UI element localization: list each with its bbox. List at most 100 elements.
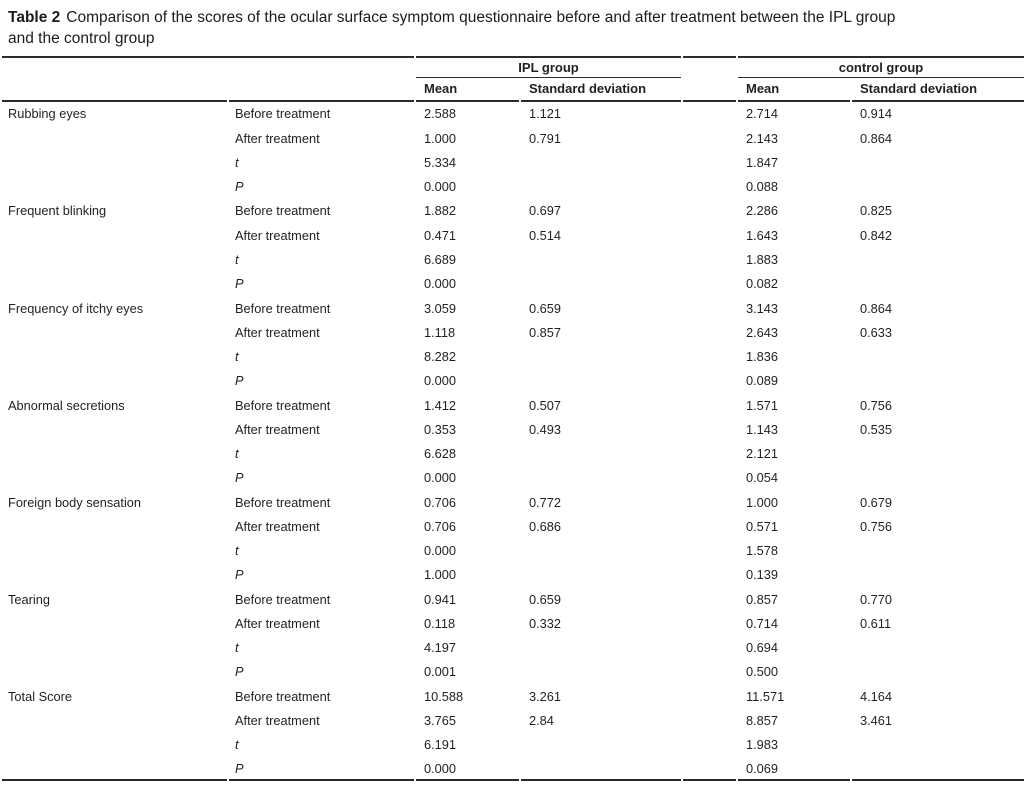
table-row: Total Score Before treatment 10.588 3.261 11… (2, 684, 1024, 708)
ctrl-mean-cell: 0.089 (746, 373, 779, 389)
measure-cell: P (235, 373, 244, 389)
table-caption-text-line1: Comparison of the scores of the ocular s… (66, 9, 896, 26)
measure-cell: Before treatment (235, 106, 331, 122)
ctrl-sd-cell: 0.756 (860, 397, 893, 413)
symptom-name-cell (2, 344, 227, 368)
spacer-cell (683, 199, 736, 223)
ctrl-mean-cell: 3.143 (746, 300, 779, 316)
ipl-mean-cell: 6.628 (424, 446, 457, 462)
spacer-cell (683, 441, 736, 465)
measure-cell: t (235, 446, 239, 462)
ctrl-sd-cell: 0.864 (860, 130, 893, 146)
ipl-sd-cell: 2.84 (529, 713, 554, 729)
ipl-sd-cell (521, 175, 681, 199)
measure-cell: t (235, 349, 239, 365)
symptom-name-cell (2, 636, 227, 660)
spacer-cell (683, 417, 736, 441)
table-row: P 1.000 0.139 (2, 563, 1024, 587)
ipl-sd-cell: 0.857 (529, 324, 562, 340)
ctrl-mean-cell: 1.847 (746, 154, 779, 170)
spacer-cell (683, 563, 736, 587)
subheader-row: Mean Standard deviation Mean Standard de… (2, 78, 1024, 102)
symptom-name-cell: Frequent blinking (8, 203, 107, 219)
ctrl-mean-cell: 0.088 (746, 179, 779, 195)
ctrl-sd-cell (852, 175, 1024, 199)
ipl-sd-cell (521, 636, 681, 660)
ipl-mean-cell: 4.197 (424, 640, 457, 656)
group-header-spacer (683, 55, 736, 78)
ctrl-mean-cell: 2.143 (746, 130, 779, 146)
ctrl-mean-cell: 11.571 (746, 688, 785, 704)
symptom-name-cell (2, 466, 227, 490)
measure-cell: P (235, 470, 244, 486)
measure-cell: t (235, 543, 239, 559)
ctrl-sd-cell: 0.679 (860, 494, 893, 510)
measure-cell: Before treatment (235, 494, 331, 510)
group-header-empty-cell (2, 55, 414, 78)
symptom-name-cell (2, 660, 227, 684)
symptom-name-cell (2, 175, 227, 199)
measure-cell: After treatment (235, 713, 320, 729)
ipl-sd-cell (521, 369, 681, 393)
measure-cell: Before treatment (235, 591, 331, 607)
subheader-empty-symptom (2, 78, 227, 102)
ipl-mean-cell: 6.689 (424, 251, 457, 267)
ctrl-mean-cell: 8.857 (746, 713, 779, 729)
ctrl-mean-cell: 0.571 (746, 518, 779, 534)
symptom-name-cell (2, 708, 227, 732)
table-row: Tearing Before treatment 0.941 0.659 0.857 0.… (2, 587, 1024, 611)
spacer-cell (683, 466, 736, 490)
measure-cell: Before treatment (235, 203, 331, 219)
ipl-mean-cell: 0.000 (424, 373, 457, 389)
measure-cell: P (235, 664, 244, 680)
spacer-cell (683, 272, 736, 296)
symptom-name-cell: Abnormal secretions (8, 397, 125, 413)
measure-cell: After treatment (235, 615, 320, 631)
subheader-ctrl-sd: Standard deviation (852, 78, 1024, 102)
symptom-name-cell (2, 757, 227, 782)
symptom-name-cell (2, 441, 227, 465)
spacer-cell (683, 320, 736, 344)
table-row: After treatment 0.353 0.493 1.143 0.535 (2, 417, 1024, 441)
symptom-name-cell (2, 417, 227, 441)
ctrl-sd-cell (852, 733, 1024, 757)
table-body: Rubbing eyes Before treatment 2.588 1.121 2.… (2, 102, 1024, 782)
ipl-mean-cell: 0.000 (416, 757, 519, 782)
ipl-sd-cell: 0.659 (529, 591, 562, 607)
table-caption-text-line2: and the control group (8, 30, 155, 48)
spacer-cell (683, 223, 736, 247)
symptom-name-cell (2, 272, 227, 296)
ipl-mean-cell: 0.706 (424, 494, 457, 510)
table-row: After treatment 1.000 0.791 2.143 0.864 (2, 126, 1024, 150)
table-row: t 6.689 1.883 (2, 247, 1024, 271)
spacer-cell (683, 102, 736, 126)
symptom-name-cell (2, 126, 227, 150)
symptom-name-cell (2, 539, 227, 563)
ctrl-mean-cell: 0.082 (746, 276, 779, 292)
symptom-name-cell (2, 150, 227, 174)
ctrl-mean-cell: 1.836 (746, 349, 779, 365)
ctrl-mean-cell: 0.500 (746, 664, 779, 680)
ipl-sd-cell (521, 344, 681, 368)
comparison-table: IPL group control group Mean Standard de… (0, 55, 1026, 782)
ipl-sd-cell (521, 539, 681, 563)
ctrl-sd-cell: 0.825 (860, 203, 893, 219)
ctrl-sd-cell: 0.864 (860, 300, 893, 316)
symptom-name-cell: Frequency of itchy eyes (8, 300, 144, 316)
spacer-cell (683, 247, 736, 271)
ipl-sd-cell (521, 466, 681, 490)
spacer-cell (683, 490, 736, 514)
symptom-name-cell (2, 611, 227, 635)
table-row: After treatment 0.471 0.514 1.643 0.842 (2, 223, 1024, 247)
ipl-sd-cell (521, 441, 681, 465)
measure-cell: Before treatment (235, 300, 331, 316)
ctrl-mean-cell: 0.857 (746, 591, 779, 607)
ctrl-mean-cell: 2.121 (746, 446, 779, 462)
ipl-sd-cell (521, 660, 681, 684)
subheader-ipl-mean: Mean (416, 78, 519, 102)
ipl-mean-cell: 2.588 (424, 106, 457, 122)
measure-cell: After treatment (235, 421, 320, 437)
measure-cell: P (235, 276, 244, 292)
ipl-sd-cell (521, 757, 681, 782)
spacer-cell (683, 708, 736, 732)
